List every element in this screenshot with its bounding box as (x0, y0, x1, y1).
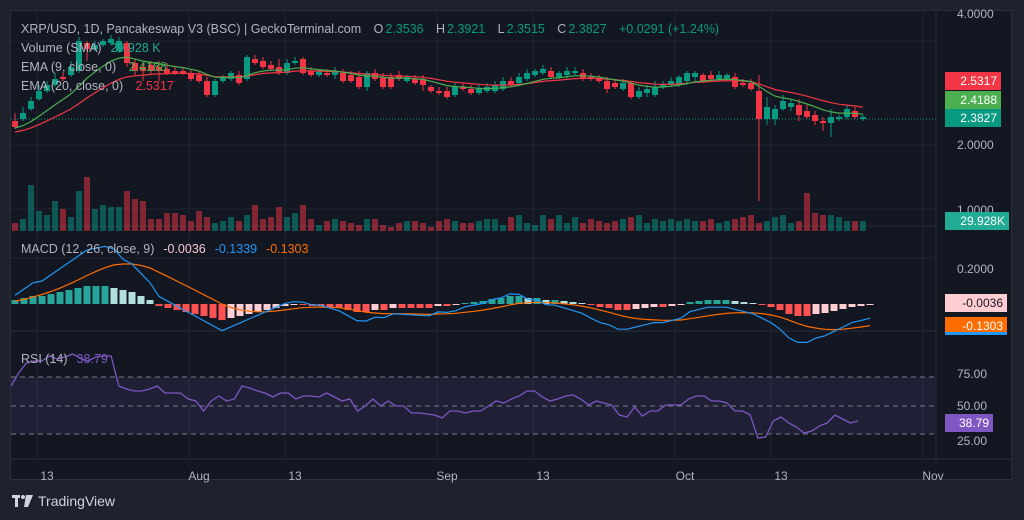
macd-hist-tag: -0.0036 (945, 294, 1007, 312)
close-value: 2.3827 (568, 22, 607, 36)
chart-canvas[interactable] (11, 11, 1013, 481)
open-value: 2.3536 (385, 22, 424, 36)
time-axis-label: Nov (922, 469, 944, 483)
volume-legend[interactable]: Volume (SMA) 29.928 K (21, 40, 163, 56)
chart-frame[interactable]: XRP/USD, 1D, Pancakeswap V3 (BSC) | Geck… (10, 7, 1013, 483)
tradingview-brand[interactable]: TradingView (12, 493, 115, 509)
price-axis-label: 4.0000 (957, 7, 994, 21)
rsi-axis-label: 50.00 (957, 399, 988, 413)
macd-signal-tag: -0.1303 (945, 317, 1007, 335)
volume-label: Volume (SMA) (21, 41, 102, 55)
low-value: 2.3515 (506, 22, 545, 36)
rsi-axis-label: 25.00 (957, 434, 988, 448)
last-price-tag: 2.3827 (945, 109, 1001, 127)
ema9-price-tag: 2.4188 (945, 91, 1001, 109)
time-axis-label: 13 (40, 469, 54, 483)
change-value: +0.0291 (+1.24%) (618, 22, 720, 36)
ema20-value: 2.5317 (135, 79, 174, 93)
close-label: C (557, 22, 567, 36)
time-axis-label: Aug (188, 469, 210, 483)
macd-signal-value: -0.1303 (266, 242, 309, 256)
time-axis-label: Sep (436, 469, 458, 483)
macd-axis-label: 0.2000 (957, 262, 994, 276)
open-label: O (373, 22, 384, 36)
brand-name: TradingView (38, 493, 116, 509)
macd-line-value: -0.1339 (214, 242, 258, 256)
time-axis-label: 13 (774, 469, 788, 483)
time-axis-label: 13 (536, 469, 550, 483)
macd-hist-value: -0.0036 (163, 242, 206, 256)
macd-legend[interactable]: MACD (12, 26, close, 9) -0.0036 -0.1339 … (21, 241, 310, 257)
symbol-legend: XRP/USD, 1D, Pancakeswap V3 (BSC) | Geck… (21, 21, 721, 37)
price-axis-label: 2.0000 (957, 138, 994, 152)
ema9-label: EMA (9, close, 0) (21, 60, 117, 74)
time-axis-label: 13 (288, 469, 302, 483)
rsi-label: RSI (14) (21, 352, 68, 366)
low-label: L (497, 22, 505, 36)
rsi-value: 38.79 (76, 352, 108, 366)
macd-label: MACD (12, 26, close, 9) (21, 242, 155, 256)
ema20-price-tag: 2.5317 (945, 72, 1001, 90)
ema9-value: 2.4188 (128, 60, 167, 74)
rsi-axis-label: 75.00 (957, 367, 988, 381)
ema9-legend[interactable]: EMA (9, close, 0) 2.4188 (21, 59, 169, 75)
rsi-legend[interactable]: RSI (14) 38.79 (21, 351, 110, 367)
high-label: H (435, 22, 446, 36)
time-axis-label: Oct (675, 469, 695, 483)
volume-tag: 29.928K (945, 212, 1009, 230)
high-value: 2.3921 (447, 22, 486, 36)
ema20-label: EMA (20, close, 0) (21, 79, 124, 93)
volume-value: 29.928 K (110, 41, 161, 55)
ema20-legend[interactable]: EMA (20, close, 0) 2.5317 (21, 78, 176, 94)
rsi-tag: 38.79 (945, 414, 993, 432)
symbol-title: XRP/USD, 1D, Pancakeswap V3 (BSC) | Geck… (21, 22, 362, 36)
tradingview-logo-icon (12, 495, 33, 507)
